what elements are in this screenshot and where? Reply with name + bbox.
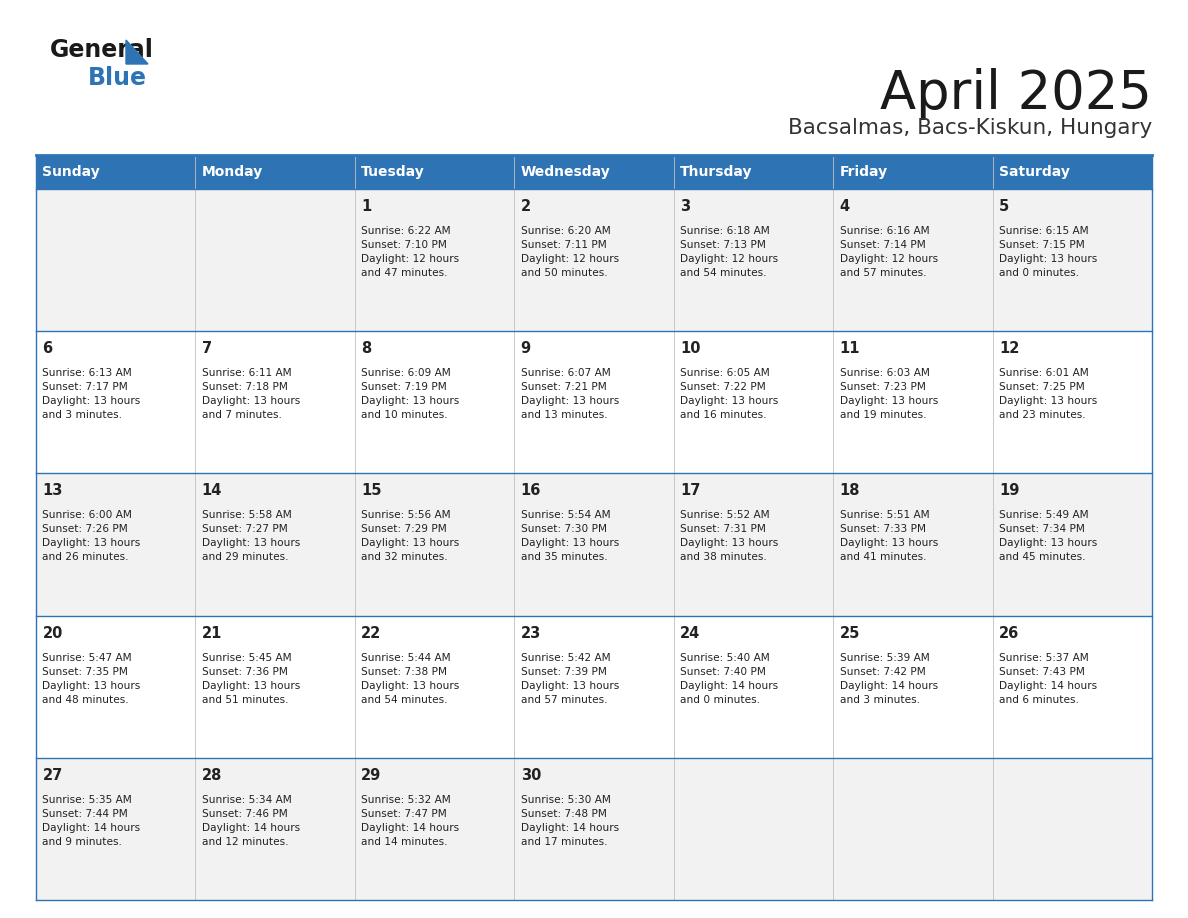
Text: Sunrise: 5:51 AM
Sunset: 7:33 PM
Daylight: 13 hours
and 41 minutes.: Sunrise: 5:51 AM Sunset: 7:33 PM Dayligh…	[840, 510, 937, 563]
Text: 26: 26	[999, 625, 1019, 641]
Text: 30: 30	[520, 767, 541, 783]
Text: Monday: Monday	[202, 165, 263, 179]
Text: 2: 2	[520, 199, 531, 214]
Text: Sunrise: 6:07 AM
Sunset: 7:21 PM
Daylight: 13 hours
and 13 minutes.: Sunrise: 6:07 AM Sunset: 7:21 PM Dayligh…	[520, 368, 619, 420]
Text: 19: 19	[999, 484, 1019, 498]
Text: 8: 8	[361, 341, 372, 356]
Text: 14: 14	[202, 484, 222, 498]
Bar	[36, 757, 1152, 900]
Text: Sunrise: 5:58 AM
Sunset: 7:27 PM
Daylight: 13 hours
and 29 minutes.: Sunrise: 5:58 AM Sunset: 7:27 PM Dayligh…	[202, 510, 301, 563]
Text: Sunrise: 5:37 AM
Sunset: 7:43 PM
Daylight: 14 hours
and 6 minutes.: Sunrise: 5:37 AM Sunset: 7:43 PM Dayligh…	[999, 653, 1097, 705]
Text: Sunrise: 6:03 AM
Sunset: 7:23 PM
Daylight: 13 hours
and 19 minutes.: Sunrise: 6:03 AM Sunset: 7:23 PM Dayligh…	[840, 368, 937, 420]
Text: Sunrise: 5:40 AM
Sunset: 7:40 PM
Daylight: 14 hours
and 0 minutes.: Sunrise: 5:40 AM Sunset: 7:40 PM Dayligh…	[680, 653, 778, 705]
Text: Sunrise: 6:00 AM
Sunset: 7:26 PM
Daylight: 13 hours
and 26 minutes.: Sunrise: 6:00 AM Sunset: 7:26 PM Dayligh…	[43, 510, 140, 563]
Text: Sunrise: 6:18 AM
Sunset: 7:13 PM
Daylight: 12 hours
and 54 minutes.: Sunrise: 6:18 AM Sunset: 7:13 PM Dayligh…	[680, 226, 778, 278]
Text: 11: 11	[840, 341, 860, 356]
Text: 21: 21	[202, 625, 222, 641]
Text: Sunrise: 5:45 AM
Sunset: 7:36 PM
Daylight: 13 hours
and 51 minutes.: Sunrise: 5:45 AM Sunset: 7:36 PM Dayligh…	[202, 653, 301, 705]
Text: 20: 20	[43, 625, 63, 641]
Text: 13: 13	[43, 484, 63, 498]
Text: Wednesday: Wednesday	[520, 165, 611, 179]
Text: Friday: Friday	[840, 165, 887, 179]
Text: Sunrise: 5:44 AM
Sunset: 7:38 PM
Daylight: 13 hours
and 54 minutes.: Sunrise: 5:44 AM Sunset: 7:38 PM Dayligh…	[361, 653, 460, 705]
Text: Sunrise: 5:35 AM
Sunset: 7:44 PM
Daylight: 14 hours
and 9 minutes.: Sunrise: 5:35 AM Sunset: 7:44 PM Dayligh…	[43, 795, 140, 846]
Text: Sunrise: 5:42 AM
Sunset: 7:39 PM
Daylight: 13 hours
and 57 minutes.: Sunrise: 5:42 AM Sunset: 7:39 PM Dayligh…	[520, 653, 619, 705]
Text: Thursday: Thursday	[680, 165, 752, 179]
Bar	[36, 155, 1152, 189]
Text: Sunrise: 5:34 AM
Sunset: 7:46 PM
Daylight: 14 hours
and 12 minutes.: Sunrise: 5:34 AM Sunset: 7:46 PM Dayligh…	[202, 795, 299, 846]
Text: General: General	[50, 38, 154, 62]
Text: Sunrise: 5:54 AM
Sunset: 7:30 PM
Daylight: 13 hours
and 35 minutes.: Sunrise: 5:54 AM Sunset: 7:30 PM Dayligh…	[520, 510, 619, 563]
Bar	[36, 474, 1152, 616]
Text: 10: 10	[680, 341, 701, 356]
Text: 7: 7	[202, 341, 211, 356]
Text: 3: 3	[680, 199, 690, 214]
Text: 4: 4	[840, 199, 849, 214]
Text: 17: 17	[680, 484, 701, 498]
Text: Sunrise: 6:22 AM
Sunset: 7:10 PM
Daylight: 12 hours
and 47 minutes.: Sunrise: 6:22 AM Sunset: 7:10 PM Dayligh…	[361, 226, 460, 278]
Text: Sunrise: 6:01 AM
Sunset: 7:25 PM
Daylight: 13 hours
and 23 minutes.: Sunrise: 6:01 AM Sunset: 7:25 PM Dayligh…	[999, 368, 1098, 420]
Text: 16: 16	[520, 484, 541, 498]
Text: 29: 29	[361, 767, 381, 783]
Text: Sunrise: 6:20 AM
Sunset: 7:11 PM
Daylight: 12 hours
and 50 minutes.: Sunrise: 6:20 AM Sunset: 7:11 PM Dayligh…	[520, 226, 619, 278]
Text: Saturday: Saturday	[999, 165, 1070, 179]
Text: Sunrise: 6:05 AM
Sunset: 7:22 PM
Daylight: 13 hours
and 16 minutes.: Sunrise: 6:05 AM Sunset: 7:22 PM Dayligh…	[680, 368, 778, 420]
Bar	[36, 189, 1152, 331]
Text: 25: 25	[840, 625, 860, 641]
Text: Sunrise: 5:47 AM
Sunset: 7:35 PM
Daylight: 13 hours
and 48 minutes.: Sunrise: 5:47 AM Sunset: 7:35 PM Dayligh…	[43, 653, 140, 705]
Text: 1: 1	[361, 199, 372, 214]
Text: Sunrise: 5:39 AM
Sunset: 7:42 PM
Daylight: 14 hours
and 3 minutes.: Sunrise: 5:39 AM Sunset: 7:42 PM Dayligh…	[840, 653, 937, 705]
Text: Sunrise: 5:49 AM
Sunset: 7:34 PM
Daylight: 13 hours
and 45 minutes.: Sunrise: 5:49 AM Sunset: 7:34 PM Dayligh…	[999, 510, 1098, 563]
Bar	[36, 616, 1152, 757]
Text: Sunrise: 6:09 AM
Sunset: 7:19 PM
Daylight: 13 hours
and 10 minutes.: Sunrise: 6:09 AM Sunset: 7:19 PM Dayligh…	[361, 368, 460, 420]
Text: 27: 27	[43, 767, 63, 783]
Text: Bacsalmas, Bacs-Kiskun, Hungary: Bacsalmas, Bacs-Kiskun, Hungary	[788, 118, 1152, 138]
Text: Blue: Blue	[88, 66, 147, 90]
Text: 9: 9	[520, 341, 531, 356]
Text: Sunrise: 5:56 AM
Sunset: 7:29 PM
Daylight: 13 hours
and 32 minutes.: Sunrise: 5:56 AM Sunset: 7:29 PM Dayligh…	[361, 510, 460, 563]
Text: 12: 12	[999, 341, 1019, 356]
Polygon shape	[126, 40, 148, 64]
Bar	[36, 331, 1152, 474]
Text: 18: 18	[840, 484, 860, 498]
Text: 5: 5	[999, 199, 1009, 214]
Text: Tuesday: Tuesday	[361, 165, 425, 179]
Text: Sunrise: 6:15 AM
Sunset: 7:15 PM
Daylight: 13 hours
and 0 minutes.: Sunrise: 6:15 AM Sunset: 7:15 PM Dayligh…	[999, 226, 1098, 278]
Text: Sunrise: 6:16 AM
Sunset: 7:14 PM
Daylight: 12 hours
and 57 minutes.: Sunrise: 6:16 AM Sunset: 7:14 PM Dayligh…	[840, 226, 937, 278]
Text: Sunrise: 5:30 AM
Sunset: 7:48 PM
Daylight: 14 hours
and 17 minutes.: Sunrise: 5:30 AM Sunset: 7:48 PM Dayligh…	[520, 795, 619, 846]
Text: 23: 23	[520, 625, 541, 641]
Text: April 2025: April 2025	[880, 68, 1152, 120]
Text: 6: 6	[43, 341, 52, 356]
Text: 22: 22	[361, 625, 381, 641]
Text: Sunday: Sunday	[43, 165, 100, 179]
Text: Sunrise: 5:32 AM
Sunset: 7:47 PM
Daylight: 14 hours
and 14 minutes.: Sunrise: 5:32 AM Sunset: 7:47 PM Dayligh…	[361, 795, 460, 846]
Text: 24: 24	[680, 625, 701, 641]
Text: Sunrise: 6:13 AM
Sunset: 7:17 PM
Daylight: 13 hours
and 3 minutes.: Sunrise: 6:13 AM Sunset: 7:17 PM Dayligh…	[43, 368, 140, 420]
Text: 15: 15	[361, 484, 381, 498]
Text: Sunrise: 5:52 AM
Sunset: 7:31 PM
Daylight: 13 hours
and 38 minutes.: Sunrise: 5:52 AM Sunset: 7:31 PM Dayligh…	[680, 510, 778, 563]
Text: Sunrise: 6:11 AM
Sunset: 7:18 PM
Daylight: 13 hours
and 7 minutes.: Sunrise: 6:11 AM Sunset: 7:18 PM Dayligh…	[202, 368, 301, 420]
Text: 28: 28	[202, 767, 222, 783]
